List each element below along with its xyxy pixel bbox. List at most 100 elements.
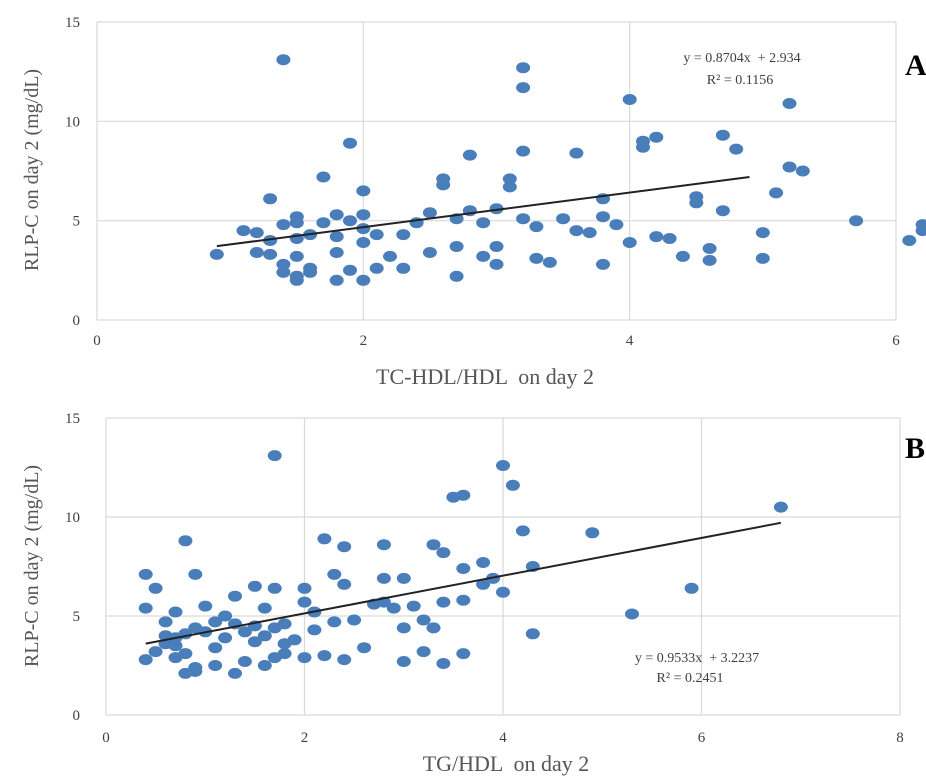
data-points-b: [138, 450, 788, 679]
data-point: [502, 181, 517, 193]
x-tick-label: 8: [896, 730, 904, 746]
data-point: [209, 248, 224, 260]
data-point: [289, 250, 304, 262]
x-tick-label: 0: [102, 730, 110, 746]
data-point: [249, 227, 264, 239]
y-tick-labels-a: 0 5 10 15: [65, 15, 80, 329]
data-point: [462, 149, 477, 161]
data-point: [356, 274, 371, 286]
data-point: [496, 586, 510, 598]
data-point: [456, 563, 471, 574]
data-point: [496, 460, 510, 471]
data-point: [218, 632, 233, 644]
data-point: [386, 602, 401, 614]
data-point: [596, 258, 610, 270]
data-point: [369, 229, 384, 241]
x-tick-label: 2: [301, 730, 309, 746]
data-point: [316, 171, 331, 183]
trendline-a: [216, 175, 750, 248]
grid-lines-a: [96, 21, 897, 321]
data-point: [178, 648, 193, 660]
data-point: [228, 590, 242, 602]
data-point: [329, 274, 344, 286]
data-point: [456, 594, 471, 606]
data-point: [168, 640, 183, 652]
x-tick-label: 6: [892, 333, 900, 349]
y-tick-label: 0: [73, 708, 81, 724]
r-squared-label-a: R² = 0.1156: [707, 73, 773, 88]
data-point: [297, 596, 312, 608]
data-point: [257, 630, 272, 642]
data-point: [662, 233, 677, 244]
data-point: [303, 262, 318, 274]
data-point: [327, 616, 342, 628]
data-point: [316, 217, 331, 229]
data-point: [289, 217, 304, 229]
data-point: [516, 213, 531, 225]
data-point: [158, 616, 173, 628]
data-point: [422, 207, 437, 219]
data-point: [436, 658, 451, 669]
panel-letter-b: B: [905, 432, 925, 465]
data-point: [297, 652, 312, 664]
data-point: [329, 209, 344, 221]
data-point: [138, 602, 153, 614]
data-point: [505, 479, 520, 491]
data-point: [376, 572, 391, 584]
x-tick-label: 4: [626, 333, 634, 349]
data-point: [337, 541, 352, 553]
x-tick-label: 4: [499, 730, 507, 746]
data-point: [267, 450, 282, 462]
data-point: [277, 618, 292, 630]
data-point: [416, 614, 431, 626]
data-point: [329, 231, 344, 243]
y-tick-label: 0: [73, 313, 81, 329]
data-points-a: [209, 54, 926, 286]
data-point: [449, 270, 464, 282]
data-point: [489, 258, 504, 270]
data-point: [622, 94, 637, 105]
y-tick-label: 5: [73, 214, 81, 230]
data-point: [343, 215, 357, 227]
data-point: [317, 533, 332, 545]
data-point: [525, 628, 540, 640]
data-point: [542, 256, 557, 268]
data-point: [263, 193, 278, 205]
data-point: [396, 622, 411, 634]
y-tick-label: 15: [65, 411, 80, 427]
data-point: [329, 247, 344, 258]
data-point: [782, 98, 797, 109]
data-point: [376, 539, 391, 551]
data-point: [337, 578, 352, 590]
data-point: [383, 250, 397, 262]
data-point: [769, 187, 784, 199]
data-point: [915, 219, 926, 231]
data-point: [307, 624, 322, 636]
data-point: [337, 654, 352, 666]
trendline-equation-a: y = 0.8704x + 2.934: [683, 51, 800, 66]
data-point: [649, 231, 664, 243]
data-point: [569, 147, 584, 159]
data-point: [476, 250, 491, 262]
data-point: [689, 197, 704, 209]
data-point: [476, 557, 491, 568]
data-point: [343, 137, 357, 149]
data-point: [782, 161, 797, 173]
data-point: [148, 582, 163, 594]
data-point: [516, 62, 531, 74]
data-point: [138, 568, 153, 580]
x-tick-label: 6: [698, 730, 706, 746]
data-point: [715, 205, 730, 217]
data-point: [715, 129, 730, 141]
data-point: [276, 258, 291, 270]
data-point: [396, 229, 411, 241]
data-point: [228, 667, 242, 679]
data-point: [317, 650, 332, 662]
data-point: [327, 568, 342, 580]
trendline-b: [145, 521, 782, 645]
data-point: [684, 582, 699, 594]
x-tick-label: 0: [93, 333, 101, 349]
data-point: [263, 235, 278, 246]
